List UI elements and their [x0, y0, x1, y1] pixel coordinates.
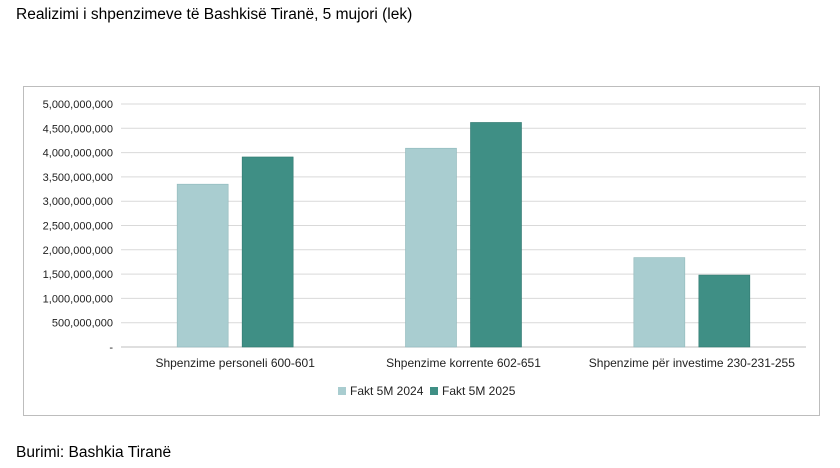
y-tick-label: 1,500,000,000 — [43, 269, 113, 281]
grid-lines — [121, 103, 806, 348]
x-axis-tick-labels: Shpenzime personeli 600-601 Shpenzime kor… — [155, 356, 795, 370]
y-tick-label: 4,500,000,000 — [43, 123, 113, 135]
bar-2025-3 — [698, 274, 751, 348]
legend: Fakt 5M 2024 Fakt 5M 2025 — [338, 384, 516, 398]
y-tick-label: 4,000,000,000 — [43, 148, 113, 160]
x-tick-label: Shpenzime korrente 602-651 — [386, 356, 541, 370]
y-tick-label: 1,000,000,000 — [43, 293, 113, 305]
y-tick-label: 3,000,000,000 — [43, 196, 113, 208]
y-tick-label: 3,500,000,000 — [43, 172, 113, 184]
chart-title: Realizimi i shpenzimeve të Bashkisë Tira… — [16, 6, 413, 23]
x-tick-label: Shpenzime personeli 600-601 — [155, 356, 315, 370]
legend-swatch-2025 — [430, 387, 438, 395]
y-tick-label: - — [109, 342, 113, 354]
legend-label-2024: Fakt 5M 2024 — [350, 384, 424, 398]
bar-chart: - 500,000,000 1,000,000,000 1,500,000,000 2,… — [43, 99, 806, 398]
y-tick-label: 500,000,000 — [52, 318, 113, 330]
chart-frame: - 500,000,000 1,000,000,000 1,500,000,000 2,… — [23, 86, 820, 416]
bars — [176, 122, 751, 348]
y-tick-label: 2,500,000,000 — [43, 221, 113, 233]
bar-2025-1 — [241, 156, 294, 348]
bar-2024-1 — [176, 183, 229, 348]
x-tick-label: Shpenzime për investime 230-231-255 — [589, 356, 795, 370]
y-tick-label: 5,000,000,000 — [43, 99, 113, 111]
y-axis-tick-labels: - 500,000,000 1,000,000,000 1,500,000,000 2,… — [43, 99, 114, 354]
bar-2024-2 — [405, 147, 457, 348]
legend-label-2025: Fakt 5M 2025 — [442, 384, 516, 398]
y-tick-label: 2,000,000,000 — [43, 245, 113, 257]
source-note: Burimi: Bashkia Tiranë — [16, 444, 172, 461]
legend-swatch-2024 — [338, 387, 346, 395]
bar-2025-2 — [470, 122, 522, 348]
bar-2024-3 — [633, 257, 686, 348]
